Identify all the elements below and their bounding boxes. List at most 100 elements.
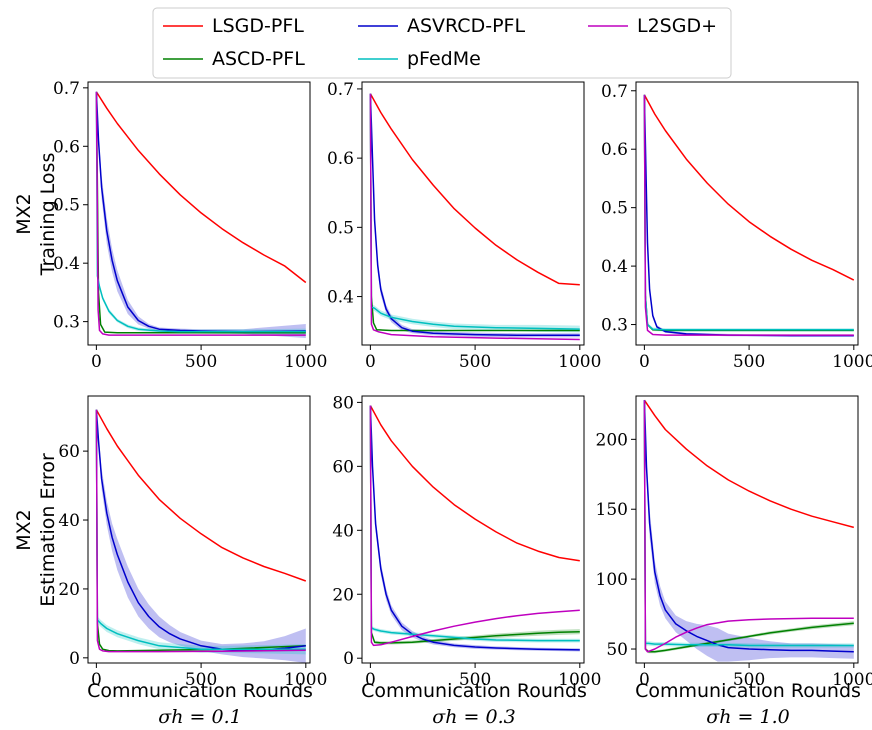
panel-r1c2-line-asvrcd-pfl	[369, 93, 580, 337]
panel-r1c3-ytick-label: 0.6	[601, 140, 628, 160]
panel-r1c2-ytick-label: 0.4	[327, 288, 354, 308]
panel-r1c1-band-asvrcd-pfl	[96, 91, 306, 339]
panel-r2c3-line-lsgd-pfl	[643, 399, 854, 529]
panel-r1c3-ytick-label: 0.4	[601, 257, 628, 277]
panel-r2c2-ytick-label: 80	[332, 393, 354, 413]
panel-r1c1-xtick-label: 0	[91, 352, 102, 372]
legend-label-pfedme: pFedMe	[407, 48, 481, 70]
panel-r2c1-xtick-label: 0	[91, 670, 102, 690]
row-label-1-line1: MX2	[13, 193, 35, 235]
row-label-1-line2: Training Loss	[37, 153, 59, 277]
panel-r1c3-line-ascd-pfl	[643, 94, 854, 332]
legend-label-ascd: ASCD-PFL	[212, 48, 305, 70]
panel-r2c3-line-l2sgd	[643, 400, 854, 653]
panel-r2c1-line-l2sgd	[95, 409, 306, 653]
panel-r1c2-ytick-label: 0.7	[327, 80, 354, 100]
legend-label-asvrcd: ASVRCD-PFL	[407, 15, 525, 37]
panel-r2c3-xtick-label: 1000	[832, 670, 872, 690]
panel-r2c1-line-asvrcd-pfl	[95, 409, 306, 652]
panel-r2c3-line-asvrcd-pfl	[643, 400, 854, 653]
panel-r1c1-ytick-label: 0.4	[53, 254, 80, 274]
panel-r1c2-plot-area	[369, 93, 580, 341]
panel-r1c1-line-ascd-pfl	[95, 91, 306, 334]
panel-r2c2-ytick-label: 0	[343, 649, 354, 669]
panel-r1c1-line-lsgd-pfl	[95, 91, 307, 284]
panel-r1c3-ytick-label: 0.5	[601, 199, 628, 219]
panel-r1c3-band-pfedme	[644, 94, 854, 332]
panel-r1c3-line-asvrcd-pfl	[643, 94, 854, 337]
panel-r1c2: 0.4 0.5 0.6 0.7 0 500 1000	[327, 80, 601, 372]
panel-r1c3-frame	[635, 81, 859, 346]
panel-r1c1-ytick-label: 0.3	[53, 313, 80, 333]
panel-r1c3-band-asvrcd-pfl	[644, 94, 854, 337]
panel-r2c3-ytick-label: 100	[596, 570, 628, 590]
panel-r1c1-plot-area	[95, 91, 307, 339]
panel-r2c2-band-ascd-pfl	[370, 405, 580, 645]
panel-r2c1-frame	[87, 395, 311, 664]
panel-r2c3-plot-area	[643, 399, 854, 662]
panel-r1c2-line-lsgd-pfl	[369, 93, 580, 286]
panel-r2c3-ytick-label: 150	[596, 500, 628, 520]
panel-r2c1-band-pfedme	[96, 409, 306, 655]
xlabel-col1: Communication Rounds	[87, 680, 313, 702]
legend-label-l2sgd: L2SGD+	[637, 15, 717, 37]
panel-r1c1: 0.3 0.4 0.5 0.6 0.7 0 500 1000	[53, 79, 327, 372]
row-label-training-loss: MX2 Training Loss	[13, 153, 59, 277]
panel-r1c3-xtick-label: 0	[639, 352, 650, 372]
panel-r2c1-line-ascd-pfl	[95, 409, 306, 652]
panel-r1c1-line-l2sgd	[95, 91, 306, 336]
panel-r2c2-line-l2sgd	[369, 405, 580, 647]
panel-r2c1-ytick-label: 40	[58, 511, 80, 531]
legend: LSGD-PFL ASCD-PFL ASVRCD-PFL pFedMe L2SG…	[152, 7, 732, 79]
panel-r1c1-xtick-label: 500	[185, 352, 217, 372]
panel-r2c2-plot-area	[369, 405, 580, 652]
panel-r2c2-band-asvrcd-pfl	[370, 405, 580, 652]
panel-r2c2-ytick-label: 40	[332, 521, 354, 541]
panel-r1c1-xtick-label: 1000	[284, 352, 327, 372]
panel-r2c3-band-pfedme	[644, 400, 854, 648]
panel-r2c2-line-pfedme	[369, 405, 580, 642]
panel-r2c1-ytick-label: 20	[58, 580, 80, 600]
panel-r2c2-ytick-label: 60	[332, 457, 354, 477]
panel-r2c2-line-lsgd-pfl	[369, 405, 580, 562]
panel-r1c1-line-pfedme	[95, 91, 306, 333]
panel-r2c3-ytick-label: 50	[606, 640, 628, 660]
panel-r2c1-line-pfedme	[95, 409, 306, 650]
panel-r2c2-xtick-label: 500	[459, 670, 491, 690]
row-label-estimation-error: MX2 Estimation Error	[13, 453, 59, 607]
panel-r1c3: 0.3 0.4 0.5 0.6 0.7 0 500 1000	[601, 81, 872, 372]
panel-r2c2-xtick-label: 1000	[558, 670, 601, 690]
panel-r1c2-band-pfedme	[370, 93, 580, 333]
panel-r2c1-ytick-label: 0	[69, 649, 80, 669]
panel-r1c3-plot-area	[643, 94, 855, 337]
panel-r1c3-line-l2sgd	[643, 94, 854, 336]
sigma-label-col1: σh = 0.1	[158, 706, 241, 728]
panel-r1c2-xtick-label: 0	[365, 352, 376, 372]
panel-r2c1: 0 20 40 60 0 500 1000	[58, 395, 327, 690]
panel-r2c1-line-lsgd-pfl	[95, 409, 307, 582]
panel-r1c2-xtick-label: 500	[459, 352, 491, 372]
panel-r2c3-xtick-label: 0	[639, 670, 650, 690]
panel-r1c1-ytick-label: 0.6	[53, 137, 80, 157]
panel-r2c1-plot-area	[95, 409, 307, 663]
panel-r2c3-xtick-label: 500	[733, 670, 765, 690]
row-label-2-line1: MX2	[13, 509, 35, 551]
xlabel-col3: Communication Rounds	[635, 680, 861, 702]
row-label-2-line2: Estimation Error	[37, 453, 59, 607]
panel-r1c3-line-pfedme	[643, 94, 854, 331]
panel-r2c2-ytick-label: 20	[332, 585, 354, 605]
panel-r2c3: 50 100 150 200 0 500 1000	[596, 395, 872, 690]
panel-r1c2-ytick-label: 0.5	[327, 218, 354, 238]
panel-r2c2-band-pfedme	[370, 405, 580, 643]
panel-r2c2: 0 20 40 60 80 0 500 1000	[332, 393, 601, 690]
panel-r2c1-ytick-label: 60	[58, 442, 80, 462]
panel-r1c1-ytick-label: 0.7	[53, 79, 80, 99]
sigma-label-col3: σh = 1.0	[706, 706, 789, 728]
sigma-label-col2: σh = 0.3	[432, 706, 515, 728]
panel-r2c1-xtick-label: 500	[185, 670, 217, 690]
panel-r2c3-line-ascd-pfl	[643, 400, 854, 653]
panel-r1c1-line-asvrcd-pfl	[95, 91, 306, 333]
panel-r1c2-line-pfedme	[369, 93, 580, 330]
